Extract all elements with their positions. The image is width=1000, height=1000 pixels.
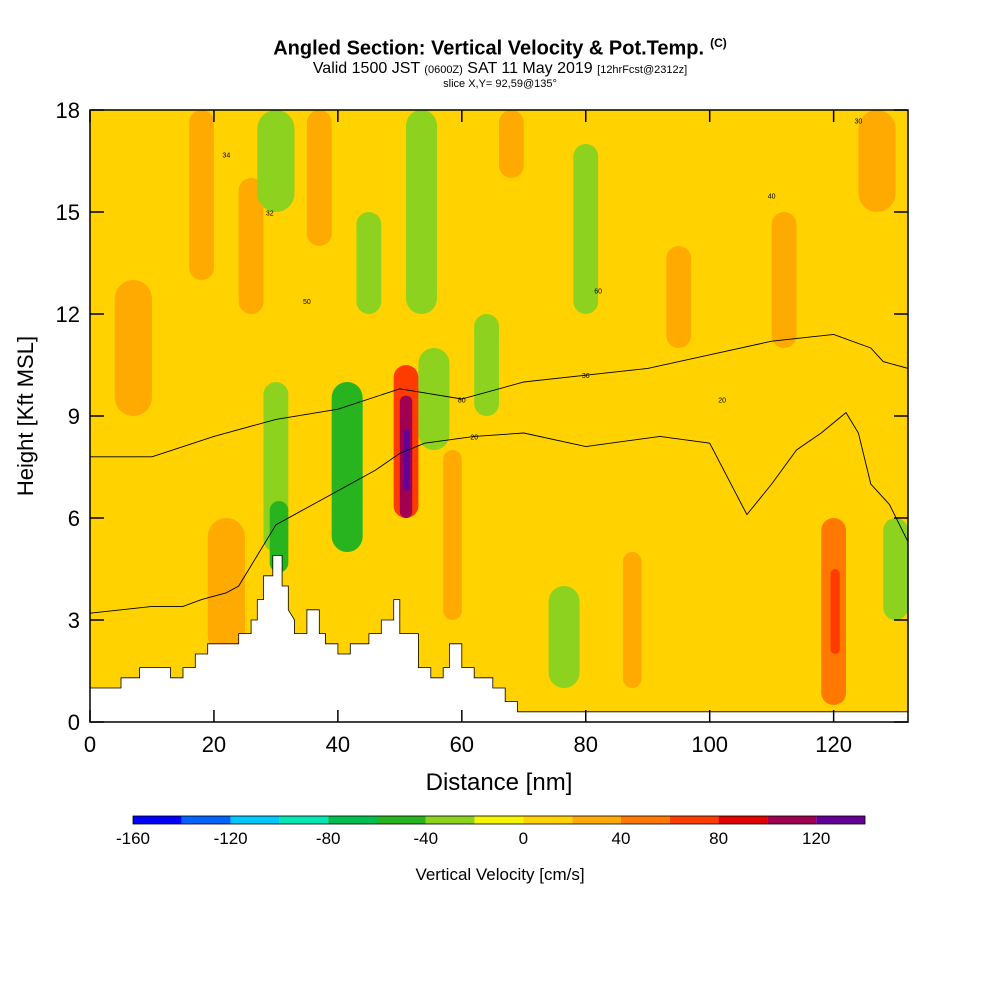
colorbar-tick-label: 0 xyxy=(519,829,528,848)
contour-label: 80 xyxy=(458,397,466,404)
slice-info: slice X,Y= 92,59@135° xyxy=(443,78,557,90)
velocity-cell xyxy=(830,569,840,654)
colorbar-swatch xyxy=(572,816,621,824)
colorbar-label: Vertical Velocity [cm/s] xyxy=(415,865,584,884)
colorbar-tick-label: -80 xyxy=(316,829,341,848)
y-tick-label: 18 xyxy=(56,98,80,123)
colorbar-tick-label: -120 xyxy=(214,829,248,848)
velocity-cell xyxy=(858,110,896,212)
colorbar-swatch xyxy=(425,816,475,824)
velocity-cell xyxy=(474,314,499,416)
colorbar-swatch xyxy=(669,816,719,824)
y-tick-label: 9 xyxy=(68,404,80,429)
velocity-cell xyxy=(548,586,580,688)
colorbar-swatch xyxy=(816,816,865,824)
chart-title: Angled Section: Vertical Velocity & Pot.… xyxy=(0,36,1000,61)
y-tick-label: 15 xyxy=(56,200,80,225)
y-axis-label: Height [Kft MSL] xyxy=(13,336,38,496)
velocity-cell xyxy=(269,501,289,573)
colorbar-swatch xyxy=(328,816,377,824)
velocity-cell xyxy=(238,178,264,314)
colorbar-tick-label: 40 xyxy=(612,829,631,848)
colorbar-swatch xyxy=(767,816,817,824)
theta-contour xyxy=(90,411,908,614)
velocity-cell xyxy=(771,212,797,348)
theta-contour xyxy=(90,333,908,458)
colorbar-tick-label: 80 xyxy=(709,829,728,848)
contour-label: 34 xyxy=(222,153,230,160)
y-tick-label: 12 xyxy=(56,302,80,327)
chart-subtitle: Valid 1500 JST (0600Z) SAT 11 May 2019 [… xyxy=(0,60,1000,78)
colorbar-swatch xyxy=(377,816,426,824)
velocity-cell xyxy=(573,144,599,314)
terrain xyxy=(90,555,908,722)
contour-label: 36 xyxy=(582,373,590,380)
y-tick-label: 0 xyxy=(68,710,80,735)
valid-date-text: SAT 11 May 2019 xyxy=(467,60,593,77)
colorbar-tick-label: -160 xyxy=(116,829,150,848)
chart-title-text: Angled Section: Vertical Velocity & Pot.… xyxy=(273,37,705,60)
velocity-cell xyxy=(331,382,363,552)
x-tick-label: 100 xyxy=(691,732,728,757)
velocity-cell xyxy=(189,110,214,280)
contour-label: 40 xyxy=(768,193,776,200)
forecast-tag: [12hrFcst@2312z] xyxy=(597,64,688,76)
velocity-cell xyxy=(418,348,450,450)
velocity-cell xyxy=(406,110,438,314)
contour-label: 20 xyxy=(718,397,726,404)
y-tick-label: 3 xyxy=(68,608,80,633)
colorbar-frame xyxy=(132,815,866,825)
colorbar-swatch xyxy=(230,816,280,824)
x-tick-label: 80 xyxy=(574,732,598,757)
colorbar-swatch xyxy=(718,816,768,824)
colorbar-tick-label: -40 xyxy=(414,829,439,848)
x-axis-label: Distance [nm] xyxy=(426,769,573,796)
velocity-cell xyxy=(114,280,152,416)
colorbar-swatch xyxy=(474,816,524,824)
x-tick-label: 60 xyxy=(450,732,474,757)
colorbar-swatch xyxy=(279,816,329,824)
contour-label: 32 xyxy=(266,210,274,217)
x-tick-label: 40 xyxy=(326,732,350,757)
colorbar-swatch xyxy=(523,816,573,824)
contour-label: 20 xyxy=(470,434,478,441)
velocity-cell xyxy=(257,110,295,212)
colorbar-swatch xyxy=(181,816,231,824)
velocity-cell xyxy=(883,518,908,620)
valid-time-utc: (0600Z) xyxy=(424,64,463,76)
velocity-cell xyxy=(499,110,524,178)
valid-time-text: Valid 1500 JST xyxy=(312,60,420,77)
velocity-cell xyxy=(443,450,462,620)
colorbar-swatch xyxy=(621,816,670,824)
velocity-cell xyxy=(356,212,382,314)
y-tick-label: 6 xyxy=(68,506,80,531)
colorbar-swatch xyxy=(133,816,182,824)
contour-label: 50 xyxy=(303,299,311,306)
x-tick-label: 120 xyxy=(815,732,852,757)
x-tick-label: 0 xyxy=(84,732,96,757)
contour-label: 60 xyxy=(594,289,602,296)
velocity-cell xyxy=(306,110,332,246)
contour-label: 30 xyxy=(855,119,863,126)
velocity-cell xyxy=(207,518,245,654)
chart-title-tag: (C) xyxy=(710,36,727,50)
velocity-cell xyxy=(666,246,692,348)
velocity-cell xyxy=(622,552,642,688)
velocity-cell xyxy=(403,429,410,491)
x-tick-label: 20 xyxy=(202,732,226,757)
colorbar-tick-label: 120 xyxy=(802,829,830,848)
